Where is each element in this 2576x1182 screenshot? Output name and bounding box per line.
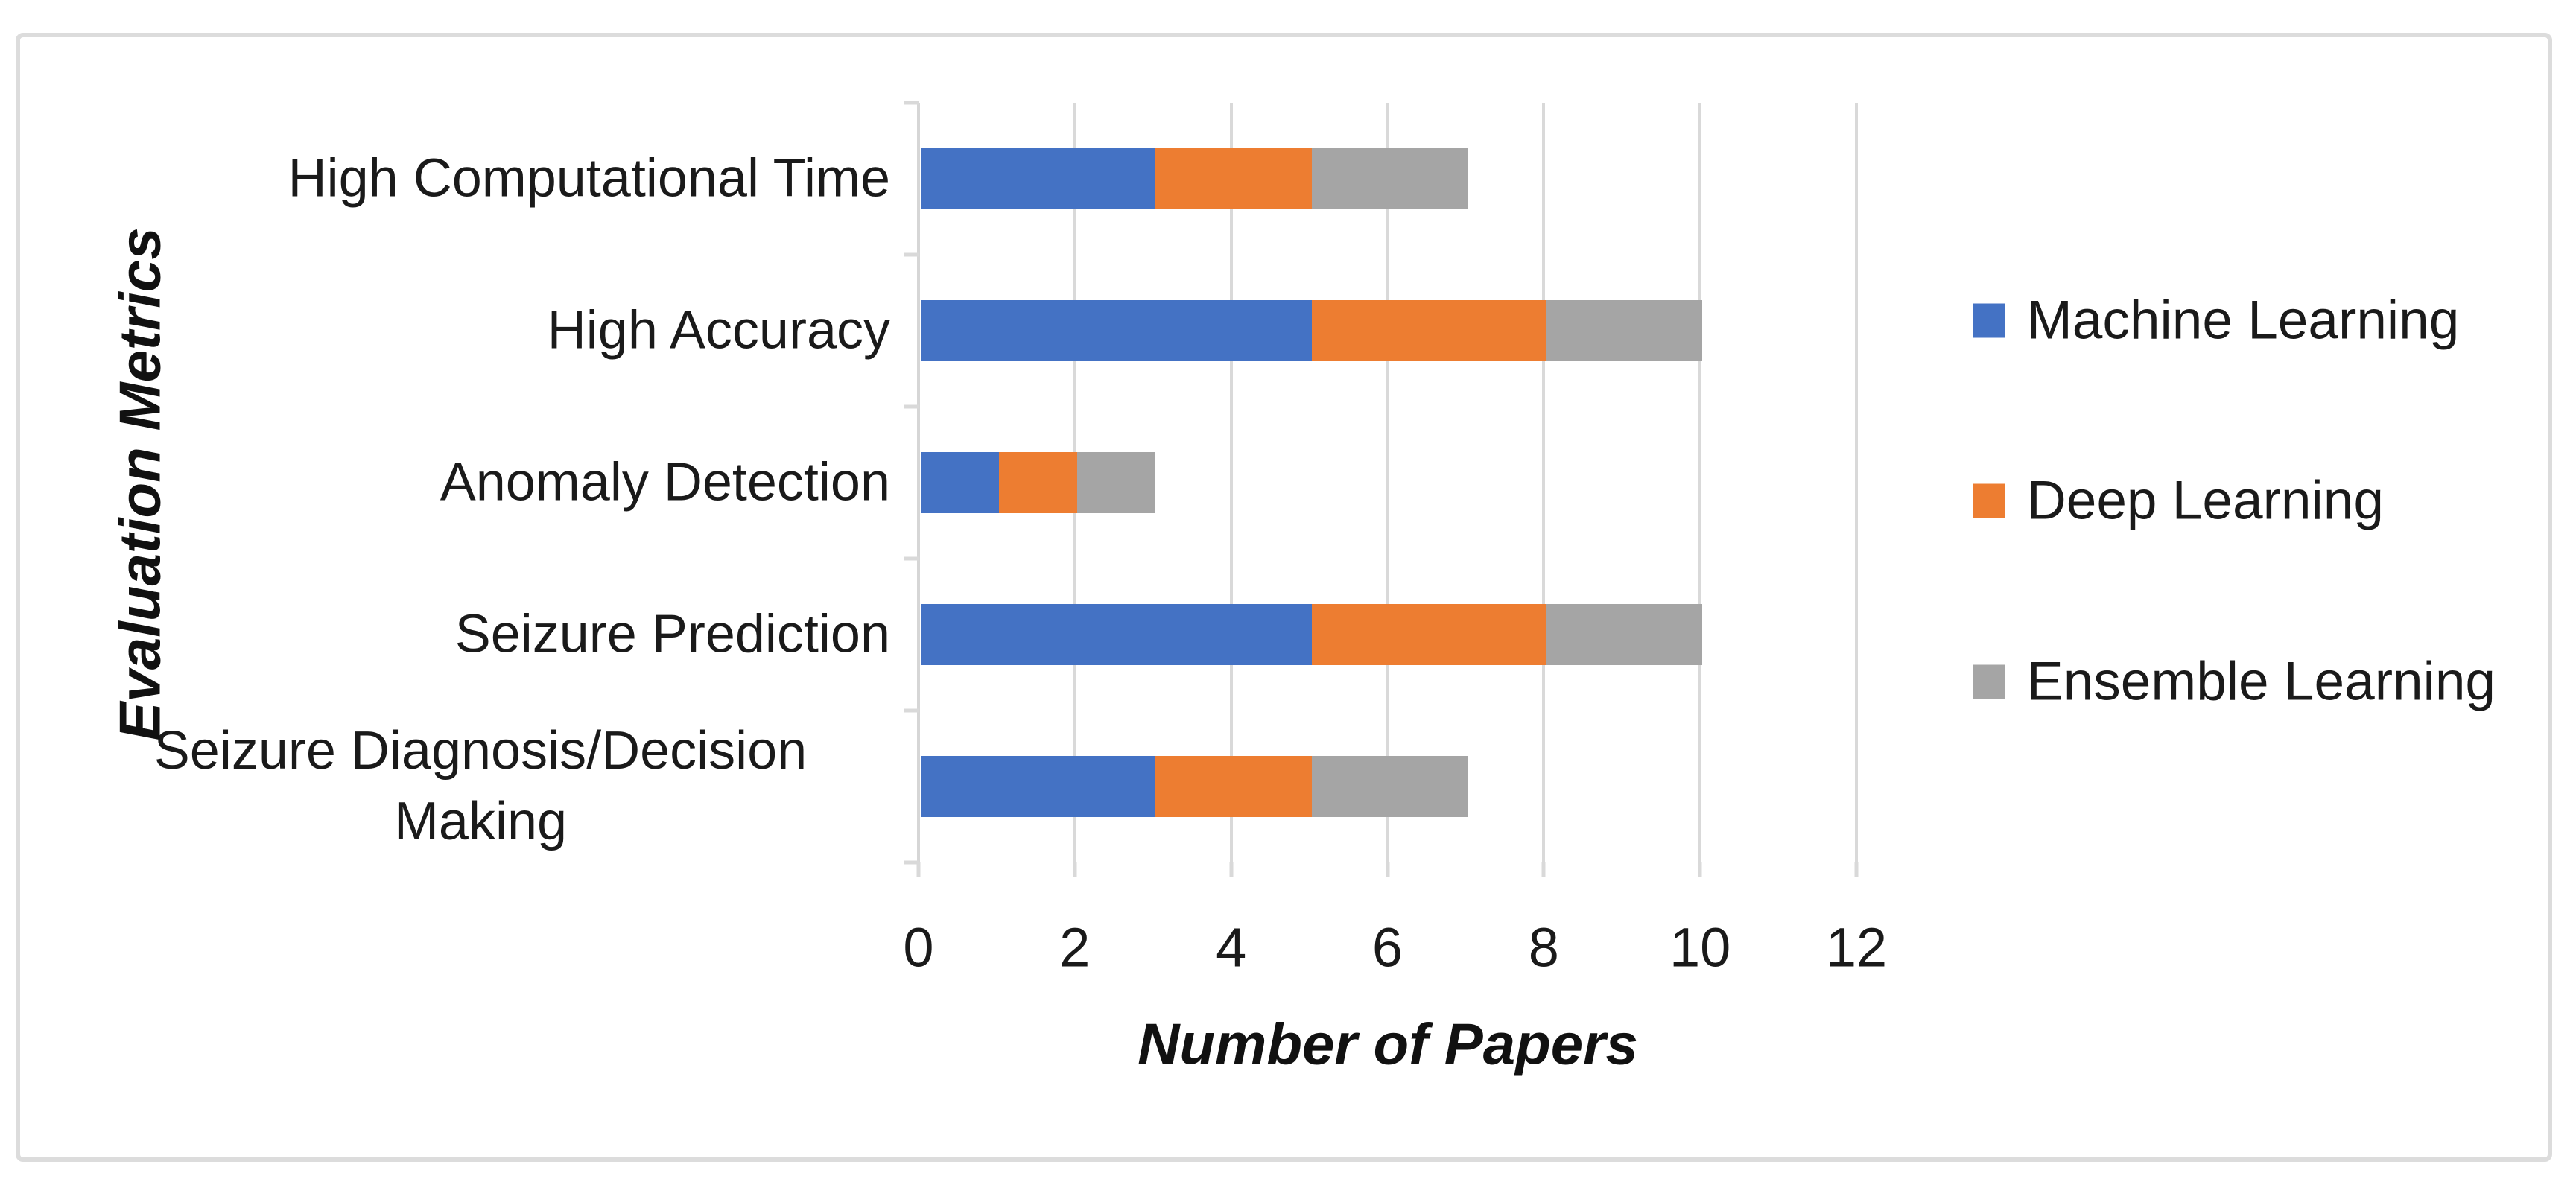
bar-segment	[921, 452, 999, 513]
x-axis-tick-mark	[916, 862, 921, 877]
y-axis-tick-mark	[904, 252, 919, 257]
bar-row	[921, 452, 1859, 513]
x-axis-tick-mark	[1698, 862, 1702, 877]
bar-segment	[998, 452, 1077, 513]
gridline-x-6	[1386, 103, 1389, 862]
x-axis-tick-label: 10	[1669, 916, 1731, 979]
bar-segment	[1076, 452, 1155, 513]
y-axis-tick-mark	[904, 860, 919, 865]
bar-segment	[1311, 604, 1546, 665]
legend-marker-swatch	[1973, 664, 2005, 699]
category-label: Anomaly Detection	[440, 452, 890, 512]
legend-label: Ensemble Learning	[2027, 651, 2496, 712]
y-axis-tick-mark	[904, 708, 919, 713]
category-label: Seizure Prediction	[454, 604, 890, 664]
bar-segment	[1546, 300, 1703, 361]
bar-segment	[1155, 756, 1312, 817]
legend-marker-swatch	[1973, 303, 2005, 337]
bar-segment	[921, 756, 1155, 817]
bar-segment	[1546, 604, 1703, 665]
bar-segment	[921, 148, 1155, 209]
legend-marker-swatch	[1973, 483, 2005, 518]
gridline-x-4	[1229, 103, 1233, 862]
bar-segment	[1311, 148, 1468, 209]
x-axis-tick-label: 4	[1216, 916, 1247, 979]
x-axis-tick-mark	[1229, 862, 1234, 877]
x-axis-tick-label: 8	[1528, 916, 1559, 979]
category-label: High Computational Time	[288, 148, 890, 209]
x-axis-tick-mark	[1386, 862, 1389, 877]
legend-item: Ensemble Learning	[1973, 651, 2496, 713]
bar-segment	[921, 604, 1312, 665]
gridline-x-10	[1698, 103, 1702, 862]
category-label: High Accuracy	[547, 300, 890, 360]
bar-row	[921, 300, 1859, 361]
y-axis-tick-mark	[904, 404, 919, 409]
x-axis-tick-label: 12	[1825, 916, 1888, 979]
bar-segment	[1155, 148, 1312, 209]
y-axis-tick-mark	[904, 101, 919, 105]
bar-row	[921, 756, 1859, 817]
bar-segment	[1311, 300, 1546, 361]
chart-legend: Machine Learning Deep Learning Ensemble Le…	[1973, 0, 2539, 1182]
plot-area	[904, 101, 1859, 877]
x-axis-tick-label: 2	[1059, 916, 1091, 979]
category-label: Seizure Diagnosis/Decision Making	[153, 720, 808, 851]
x-axis-tick-label: 0	[903, 916, 934, 979]
figure-border-frame	[16, 33, 2552, 1162]
y-axis-title: Evaluation Metrics	[107, 227, 173, 741]
x-axis-tick-label: 6	[1371, 916, 1403, 979]
legend-label: Machine Learning	[2027, 290, 2460, 351]
legend-label: Deep Learning	[2027, 470, 2384, 531]
x-axis-tick-mark	[1541, 862, 1546, 877]
legend-item: Machine Learning	[1973, 290, 2459, 352]
x-axis-tick-mark	[1073, 862, 1077, 877]
legend-item: Deep Learning	[1973, 470, 2384, 532]
bar-row	[921, 604, 1859, 665]
gridline-x-12	[1855, 103, 1858, 862]
category-axis-line	[917, 103, 920, 862]
x-axis-tick-mark	[1854, 862, 1859, 877]
bar-segment	[921, 300, 1312, 361]
gridline-x-8	[1542, 103, 1546, 862]
x-axis-title: Number of Papers	[1138, 1011, 1638, 1077]
bar-row	[921, 148, 1859, 209]
y-axis-tick-mark	[904, 556, 919, 561]
bar-segment	[1311, 756, 1468, 817]
